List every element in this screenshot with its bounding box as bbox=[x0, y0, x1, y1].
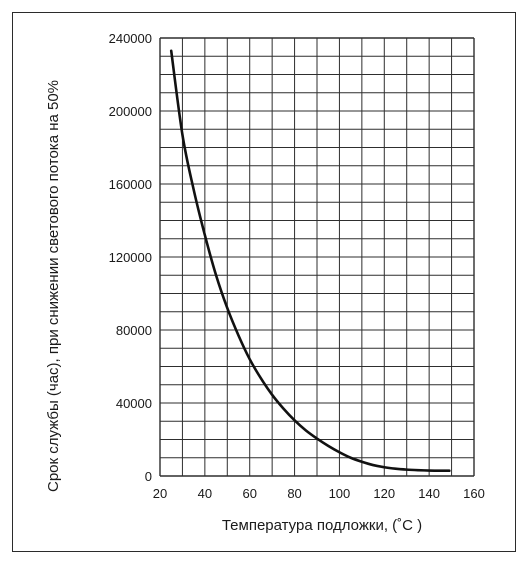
y-tick-labels: 0 40000 80000 120000 160000 200000 240000 bbox=[109, 31, 152, 484]
x-tick-labels: 20 40 60 80 100 120 140 160 bbox=[153, 486, 485, 501]
x-tick-label: 100 bbox=[329, 486, 351, 501]
series-layer bbox=[169, 49, 451, 473]
y-tick-label: 200000 bbox=[109, 104, 152, 119]
x-tick-label: 60 bbox=[242, 486, 256, 501]
x-tick-label: 160 bbox=[463, 486, 485, 501]
x-tick-label: 140 bbox=[418, 486, 440, 501]
y-axis-label: Срок службы (час), при снижении световог… bbox=[45, 80, 62, 492]
y-tick-label: 80000 bbox=[116, 323, 152, 338]
grid bbox=[159, 37, 475, 477]
y-tick-label: 0 bbox=[145, 469, 152, 484]
y-tick-label: 120000 bbox=[109, 250, 152, 265]
x-tick-label: 20 bbox=[153, 486, 167, 501]
x-tick-label: 40 bbox=[198, 486, 212, 501]
x-tick-label: 120 bbox=[373, 486, 395, 501]
x-tick-label: 80 bbox=[287, 486, 301, 501]
x-axis-label: Температура подложки, (˚С ) bbox=[222, 517, 422, 534]
chart-frame bbox=[12, 12, 516, 552]
y-tick-label: 160000 bbox=[109, 177, 152, 192]
y-tick-label: 240000 bbox=[109, 31, 152, 46]
series-line bbox=[169, 49, 451, 473]
y-tick-label: 40000 bbox=[116, 396, 152, 411]
